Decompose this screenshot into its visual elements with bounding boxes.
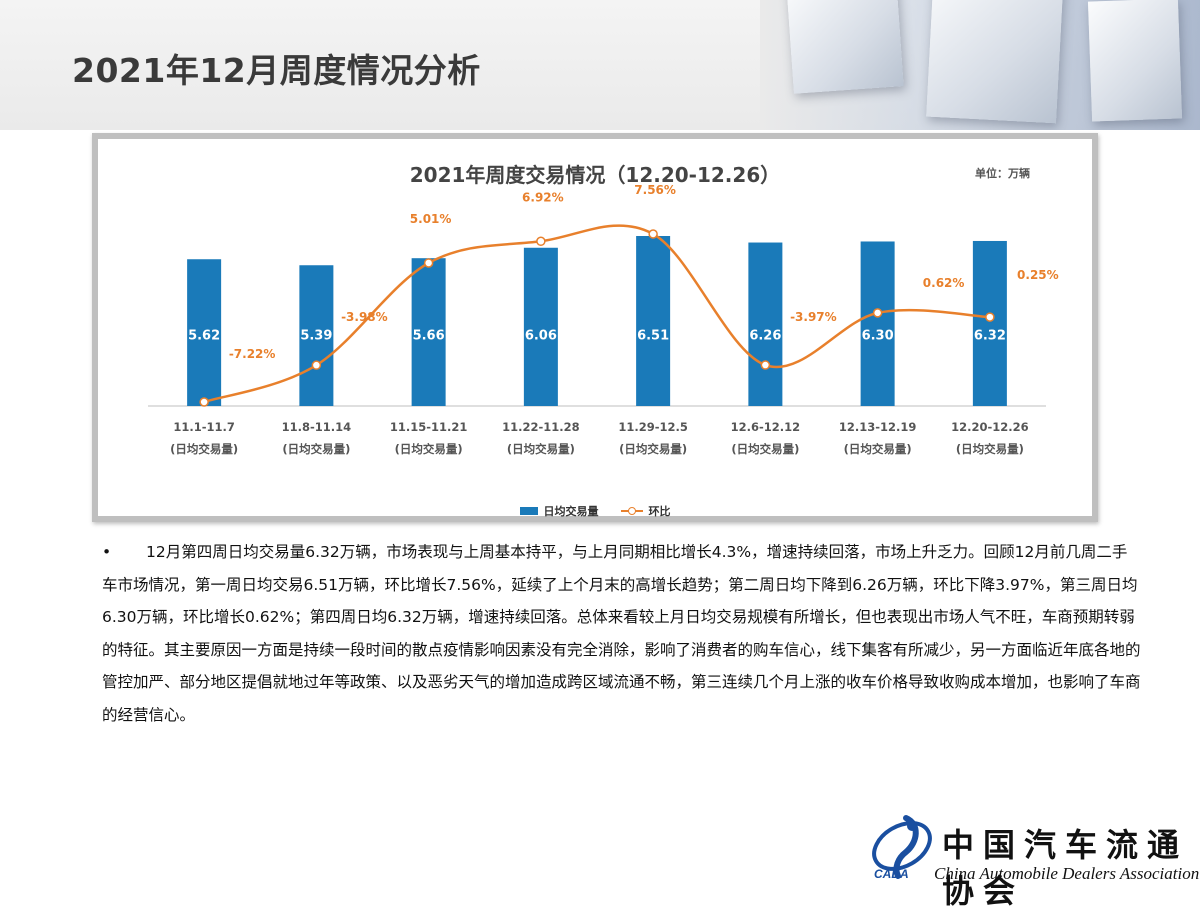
x-tick-sublabel: (日均交易量) — [282, 442, 350, 456]
line-point — [311, 360, 322, 370]
line-point — [872, 308, 883, 318]
bar-value-label: 5.62 — [188, 329, 220, 344]
x-tick-sublabel: (日均交易量) — [844, 442, 912, 456]
x-tick-sublabel: (日均交易量) — [956, 442, 1024, 456]
line-point — [985, 312, 995, 322]
bar — [411, 258, 446, 406]
bar — [299, 265, 334, 406]
bar-value-label: 5.66 — [413, 329, 445, 344]
bar-value-label: 6.06 — [525, 329, 557, 344]
chart-frame: 5.62 11.1-11.7 (日均交易量) 5.39 11.8-11.14 (日均交易量… — [92, 133, 1098, 522]
x-tick-sublabel: (日均交易量) — [619, 442, 687, 456]
line-value-label: 6.92% — [522, 190, 564, 204]
x-tick-label: 11.8-11.14 — [282, 420, 352, 434]
analysis-text: 12月第四周日均交易量6.32万辆，市场表现与上周基本持平，与上月同期相比增长4… — [102, 543, 1141, 724]
line-value-label: 5.01% — [410, 212, 452, 226]
line-point — [536, 236, 546, 247]
line-point — [199, 397, 209, 407]
chart-panel: 5.62 11.1-11.7 (日均交易量) 5.39 11.8-11.14 (日均交易量… — [98, 139, 1092, 519]
legend-line-label: 环比 — [648, 505, 671, 518]
decor-cube — [1087, 0, 1183, 122]
logo-abbreviation: CADA — [874, 867, 909, 881]
line-value-label: 0.62% — [923, 276, 965, 290]
bar-value-label: 6.30 — [862, 329, 894, 344]
decor-cube — [786, 0, 904, 94]
bar-value-label: 6.26 — [749, 329, 781, 344]
line-point — [423, 258, 434, 268]
x-tick-label: 11.1-11.7 — [173, 420, 235, 434]
line-point — [648, 229, 658, 239]
line-point — [760, 360, 771, 370]
x-tick-sublabel: (日均交易量) — [395, 442, 463, 456]
x-tick-sublabel: (日均交易量) — [507, 442, 575, 456]
bar — [523, 247, 558, 406]
x-tick-sublabel: (日均交易量) — [170, 442, 238, 456]
line-value-label: -3.97% — [790, 310, 837, 324]
bar — [187, 259, 222, 406]
chart-svg: 5.62 11.1-11.7 (日均交易量) 5.39 11.8-11.14 (日均交易量… — [148, 183, 1059, 456]
bar — [860, 241, 895, 406]
x-tick-label: 11.22-11.28 — [502, 420, 580, 434]
cada-emblem-icon — [872, 815, 932, 879]
x-tick-label: 12.6-12.12 — [731, 420, 801, 434]
line-value-label: -7.22% — [229, 347, 276, 361]
series-line-huanbi — [203, 224, 990, 404]
legend-bar-label: 日均交易量 — [543, 505, 599, 518]
legend-item-bar: 日均交易量 — [519, 503, 599, 519]
bar-value-label: 6.32 — [974, 329, 1006, 344]
decor-cube — [926, 0, 1064, 124]
cada-logo: CADA 中国汽车流通协会 China Automobile Dealers A… — [868, 812, 1199, 910]
analysis-paragraph: • 12月第四周日均交易量6.32万辆，市场表现与上周基本持平，与上月同期相比增长… — [102, 536, 1142, 731]
x-tick-label: 11.29-12.5 — [618, 420, 688, 434]
bar-value-label: 5.39 — [300, 329, 332, 344]
legend-item-line: 环比 — [620, 503, 671, 519]
line-value-label: 7.56% — [634, 183, 676, 197]
logo-english-name: China Automobile Dealers Association — [934, 864, 1200, 883]
x-tick-label: 12.13-12.19 — [839, 420, 917, 434]
bar-value-label: 6.51 — [637, 329, 669, 344]
bar — [636, 236, 671, 406]
bar — [748, 242, 783, 406]
page-title: 2021年12月周度情况分析 — [72, 51, 481, 90]
x-tick-label: 11.15-11.21 — [390, 420, 468, 434]
x-tick-label: 12.20-12.26 — [951, 420, 1029, 434]
line-value-label: 0.25% — [1017, 268, 1059, 282]
bullet-glyph: • — [102, 543, 112, 561]
x-tick-sublabel: (日均交易量) — [731, 442, 799, 456]
header-banner: 2021年12月周度情况分析 — [0, 0, 1200, 130]
chart-unit: 单位：万辆 — [975, 167, 1030, 180]
chart-legend: 日均交易量 环比 — [98, 503, 1092, 519]
legend-line-swatch — [620, 507, 643, 515]
line-value-label: -3.98% — [341, 310, 388, 324]
legend-bar-swatch — [519, 507, 538, 515]
bar — [972, 240, 1007, 406]
chart-title: 2021年周度交易情况（12.20-12.26） — [409, 163, 781, 187]
